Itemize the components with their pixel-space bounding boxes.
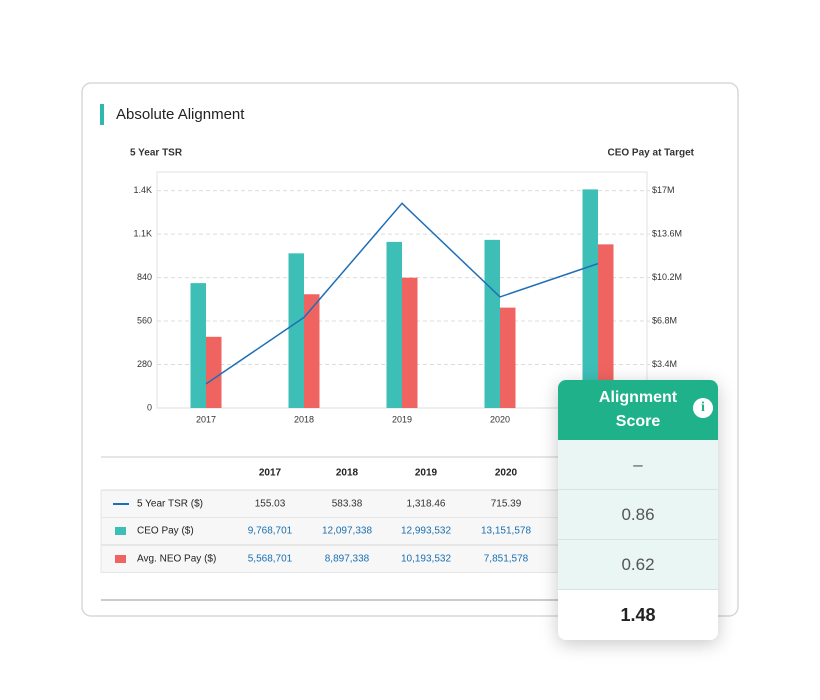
table-cell: 8,897,338 [325,554,370,565]
row-label: CEO Pay ($) [137,526,194,537]
table-header: 2019 [415,468,438,479]
y2-tick-label: $10.2M [652,272,682,282]
bar [190,283,206,408]
y2-axis-label: CEO Pay at Target [607,148,694,159]
x-tick-label: 2020 [490,414,510,424]
legend-icon [115,555,126,563]
table-cell: 10,193,532 [401,554,451,565]
line [205,202,599,385]
table-cell: 9,768,701 [248,526,293,537]
y-tick-label: 1.1K [133,228,152,238]
bar [582,189,598,408]
y-axis-label: 5 Year TSR [130,148,183,159]
y2-tick-label: $6.8M [652,315,677,325]
table-cell: 715.39 [491,499,522,510]
score-value: 0.86 [558,490,718,540]
card-title: Absolute Alignment [116,106,245,123]
y2-tick-label: $17M [652,185,675,195]
bar [484,239,500,408]
table-cell: 5,568,701 [248,554,293,565]
score-total: 1.48 [558,590,718,640]
y2-tick-label: $3.4M [652,359,677,369]
table-cell: 12,993,532 [401,526,451,537]
y-tick-label: 0 [147,402,152,412]
score-value: 0.62 [558,540,718,590]
y-tick-label: 560 [137,315,152,325]
table-header: 2017 [259,468,282,479]
table-cell: 13,151,578 [481,526,531,537]
y-tick-label: 280 [137,359,152,369]
table-cell: 1,318.46 [407,499,446,510]
title-accent [100,104,104,125]
y-tick-label: 840 [137,272,152,282]
score-value: – [558,440,718,490]
bar [304,294,320,408]
x-tick-label: 2017 [196,414,216,424]
score-header: Alignment Score i [558,380,718,440]
table-header: 2020 [495,468,518,479]
bar [288,253,304,408]
info-icon[interactable]: i [693,398,713,418]
alignment-score-card: Alignment Score i – 0.86 0.62 1.48 [558,380,718,640]
score-title: Alignment Score [598,389,678,430]
table-cell: 155.03 [255,499,286,510]
bar [206,336,222,408]
y-tick-label: 1.4K [133,185,152,195]
bar [500,307,516,408]
x-tick-label: 2018 [294,414,314,424]
y2-tick-label: $13.6M [652,229,682,239]
table-header: 2018 [336,468,359,479]
row-label: Avg. NEO Pay ($) [137,554,216,565]
row-label: 5 Year TSR ($) [137,499,203,510]
table-cell: 7,851,578 [484,554,529,565]
bar [386,241,402,408]
legend-icon [115,527,126,535]
x-tick-label: 2019 [392,414,412,424]
table-row [100,517,561,545]
table-cell: 12,097,338 [322,526,372,537]
bar [598,244,614,408]
bar [402,277,418,408]
table-cell: 583.38 [332,499,363,510]
